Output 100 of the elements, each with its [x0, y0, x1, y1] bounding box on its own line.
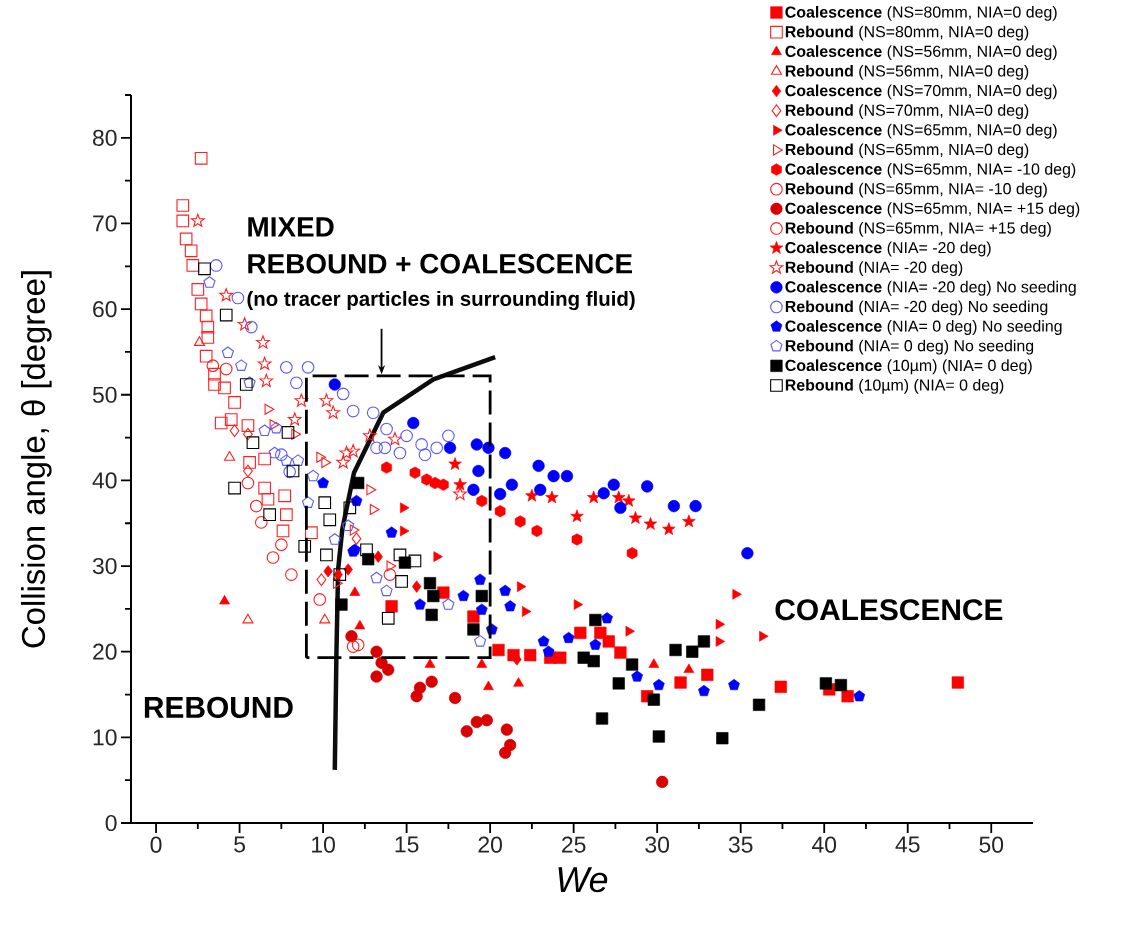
point	[206, 359, 220, 372]
point	[258, 424, 271, 436]
point	[244, 320, 258, 334]
point	[256, 335, 270, 349]
point	[333, 568, 347, 581]
point	[470, 438, 483, 451]
point	[467, 623, 480, 636]
legend-label: Coalescence (NS=80mm, NIA=0 deg)	[785, 6, 1057, 21]
point	[622, 493, 636, 507]
point	[492, 643, 505, 657]
point	[614, 646, 627, 659]
point	[682, 514, 696, 528]
point	[193, 336, 206, 346]
point	[257, 356, 272, 370]
legend-label: Rebound (NS=65mm, NIA= -10 deg)	[785, 182, 1047, 198]
point	[425, 608, 438, 621]
point	[323, 565, 333, 578]
point	[381, 461, 392, 474]
legend-label: Coalescence (NS=65mm, NIA= -10 deg)	[785, 163, 1076, 178]
point	[335, 598, 348, 611]
point	[499, 746, 512, 759]
point	[595, 712, 609, 725]
point	[573, 599, 584, 610]
point	[221, 346, 234, 359]
point	[453, 486, 467, 501]
point	[219, 288, 234, 302]
point	[336, 387, 350, 401]
point	[652, 730, 665, 743]
point	[223, 450, 236, 461]
point	[514, 515, 526, 528]
point	[321, 456, 332, 468]
x-tick-label: 10	[312, 836, 335, 853]
point	[328, 378, 341, 391]
point	[369, 503, 380, 516]
point	[291, 428, 302, 440]
point	[614, 501, 627, 514]
point	[352, 476, 365, 490]
point	[505, 478, 518, 491]
point	[190, 213, 205, 227]
point	[683, 663, 695, 673]
legend-label: Coalescence (NS=65mm, NIA= +15 deg)	[785, 202, 1080, 218]
point	[241, 476, 255, 490]
legend-label: Rebound (NS=56mm, NIA=0 deg)	[785, 64, 1029, 80]
point	[328, 533, 341, 545]
point	[607, 478, 620, 491]
point	[280, 508, 293, 522]
point	[525, 488, 539, 502]
point	[323, 513, 337, 527]
point	[537, 635, 550, 647]
point	[317, 476, 329, 488]
point	[453, 477, 467, 491]
point	[351, 638, 365, 652]
point	[231, 291, 245, 305]
point	[587, 655, 600, 668]
legend-label: Rebound (NS=70mm, NIA=0 deg)	[785, 104, 1029, 119]
point	[631, 670, 643, 682]
point	[268, 446, 281, 459]
y-tick-label: 70	[93, 215, 117, 232]
point	[266, 551, 280, 564]
point	[499, 584, 511, 596]
point	[274, 538, 288, 551]
point	[219, 362, 233, 376]
point	[333, 577, 343, 589]
point	[199, 349, 213, 363]
point	[602, 635, 615, 648]
point	[264, 403, 275, 415]
point	[574, 626, 587, 639]
point	[562, 631, 575, 643]
legend-label: Coalescence (NIA= -20 deg)	[785, 241, 991, 257]
x-axis-title: We	[558, 867, 608, 893]
point	[380, 422, 393, 436]
point	[381, 611, 395, 625]
point	[263, 508, 276, 522]
legend-label: Coalescence (NS=70mm, NIA=0 deg)	[785, 84, 1057, 100]
point	[534, 483, 547, 496]
point	[339, 445, 354, 459]
point	[532, 459, 545, 472]
point	[320, 548, 333, 562]
point	[570, 509, 584, 523]
point	[430, 441, 444, 455]
point	[601, 612, 613, 624]
annotation: MIXED	[248, 217, 334, 237]
point	[383, 568, 397, 581]
point	[545, 490, 559, 504]
point	[349, 586, 361, 596]
point	[258, 481, 271, 495]
y-tick-label: 80	[92, 129, 117, 146]
point	[239, 378, 253, 391]
point	[626, 658, 639, 671]
point	[411, 580, 422, 593]
point	[276, 524, 290, 538]
x-tick-label: 40	[812, 836, 837, 853]
point	[228, 396, 241, 409]
x-tick-label: 30	[645, 836, 670, 853]
legend-label: Rebound (NIA= -20 deg)	[785, 261, 963, 277]
point	[476, 494, 488, 508]
point	[547, 470, 560, 483]
point	[628, 511, 643, 524]
point	[254, 516, 268, 529]
point	[587, 490, 601, 504]
